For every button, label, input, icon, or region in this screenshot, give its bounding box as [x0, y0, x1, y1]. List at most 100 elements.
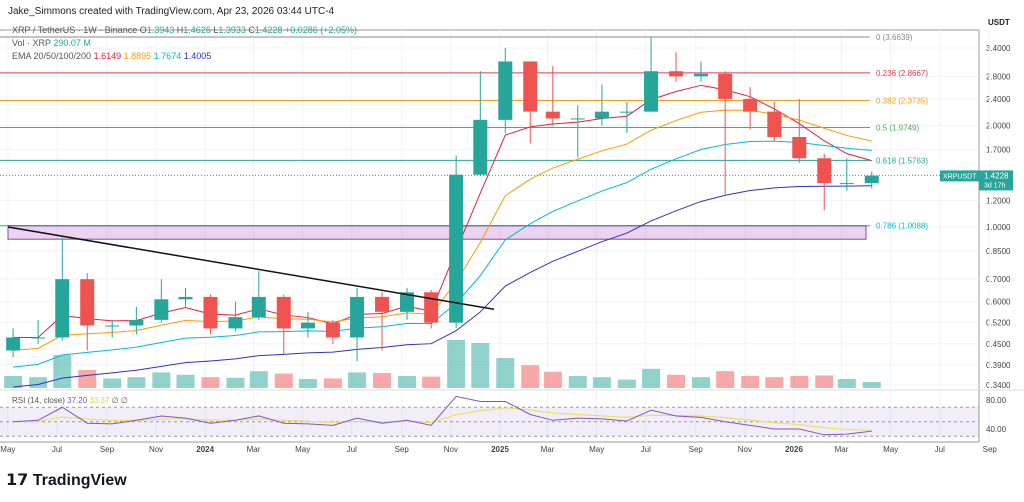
currency-label: USDT [988, 18, 1010, 27]
candle-body [817, 158, 832, 184]
volume-bar [226, 377, 245, 388]
volume-bar [4, 376, 23, 388]
volume-bar [274, 373, 293, 388]
time-tick-label: Jul [347, 445, 357, 454]
volume-bar [373, 373, 392, 388]
price-tag-value: 1.4228 [984, 171, 1009, 180]
time-tick-label: May [883, 445, 898, 454]
candle-body [792, 136, 807, 159]
rsi-ma-line [13, 407, 872, 431]
time-tick-label: Sep [689, 445, 704, 454]
volume-bar [398, 376, 417, 388]
time-tick-label: Mar [247, 445, 261, 454]
volume-bar [422, 376, 441, 388]
fib-level-label: 0.786 (1.0088) [876, 222, 928, 231]
low-value: 1.3933 [218, 25, 246, 35]
price-tick-label: 2.4000 [986, 95, 1011, 104]
candle-body [55, 279, 70, 338]
rsi-tick-label: 80.00 [986, 396, 1007, 405]
volume-bar [201, 377, 220, 388]
price-tick-label: 1.0000 [986, 223, 1011, 232]
candle-body [523, 61, 538, 112]
volume-bar [617, 379, 636, 388]
rsi-legend[interactable]: RSI (14, close) 37.20 33.37 ∅ ∅ [12, 396, 128, 405]
volume-bar [298, 379, 317, 388]
ema-legend[interactable]: EMA 20/50/100/200 1.6149 1.8895 1.7674 1… [12, 50, 357, 63]
volume-bar [249, 371, 268, 388]
candle-body [203, 296, 218, 329]
candle-body [619, 111, 634, 113]
candle-body [129, 319, 144, 326]
volume-legend[interactable]: Vol · XRP 290.07 M [12, 37, 357, 50]
close-value: 1.4228 [254, 25, 283, 35]
ema-100-value: 1.7674 [153, 51, 182, 61]
candle-body [743, 98, 758, 112]
symbol-legend: XRP / TetherUS · 1W · Binance O1.3943 H 1… [12, 24, 357, 37]
volume-bar [176, 374, 195, 388]
volume-bar [692, 377, 711, 388]
volume-bar [815, 375, 834, 388]
volume-label: Vol · XRP [12, 38, 51, 48]
ema-line [13, 185, 872, 388]
price-tick-label: 3.4000 [986, 44, 1011, 53]
candle-body [449, 174, 464, 323]
volume-bar [152, 372, 171, 388]
volume-bar [741, 376, 760, 388]
time-tick-label: Sep [395, 445, 410, 454]
time-tick-label: 2025 [491, 445, 509, 454]
ema-20-value: 1.6149 [93, 51, 122, 61]
volume-bar [103, 378, 122, 388]
candle-body [473, 119, 488, 175]
fib-level-label: 0.236 (2.8667) [876, 69, 928, 78]
time-tick-label: Jul [52, 445, 62, 454]
price-tick-label: 0.5200 [986, 319, 1011, 328]
candle-body [839, 183, 854, 185]
credit-text: Jake_Simmons created with TradingView.co… [8, 6, 335, 17]
time-tick-label: Mar [541, 445, 555, 454]
high-label: H [176, 25, 184, 35]
tradingview-logo[interactable]: 𝟭𝟳 TradingView [6, 470, 127, 490]
symbol-tag-label: XRPUSDT [943, 173, 977, 180]
fib-level-label: 0.5 (1.9749) [876, 123, 919, 132]
price-tick-label: 0.8500 [986, 247, 1011, 256]
price-tick-label: 1.2000 [986, 196, 1011, 205]
open-value: 1.3943 [146, 25, 175, 35]
volume-bar [78, 370, 97, 388]
candle-body [154, 299, 169, 320]
time-tick-label: May [295, 445, 310, 454]
candle-body [767, 111, 782, 137]
volume-bar [521, 365, 540, 388]
time-tick-label: Mar [835, 445, 849, 454]
time-tick-label: Jul [935, 445, 945, 454]
volume-bar [53, 355, 72, 388]
rsi-extra: ∅ ∅ [111, 396, 128, 405]
volume-bar [543, 371, 562, 388]
price-tick-label: 2.8000 [986, 72, 1011, 81]
open-label: O [139, 25, 147, 35]
candle-body [864, 175, 879, 184]
ema-line [13, 140, 872, 368]
time-tick-label: 2026 [785, 445, 803, 454]
symbol-info[interactable]: XRP / TetherUS · 1W · Binance [12, 25, 138, 35]
legend: XRP / TetherUS · 1W · Binance O1.3943 H 1… [12, 24, 357, 63]
candle-body [498, 61, 513, 120]
rsi-tick-label: 40.00 [986, 425, 1007, 434]
price-tick-label: 0.3900 [986, 361, 1011, 370]
candle-body [276, 296, 291, 329]
price-tag-countdown: 3d 17h [984, 182, 1006, 189]
low-label: L [213, 25, 219, 35]
time-tick-label: Sep [983, 445, 998, 454]
volume-bar [496, 358, 515, 388]
candle-body [178, 296, 193, 300]
change-value: +0.0286 (+2.05%) [284, 25, 358, 35]
volume-bar [471, 343, 490, 388]
volume-bar [323, 378, 342, 388]
volume-bar [667, 374, 686, 388]
volume-bar [716, 371, 735, 388]
support-zone [7, 225, 867, 240]
price-tag [979, 170, 1013, 191]
volume-bar [348, 372, 367, 388]
volume-value: 290.07 M [53, 38, 91, 48]
